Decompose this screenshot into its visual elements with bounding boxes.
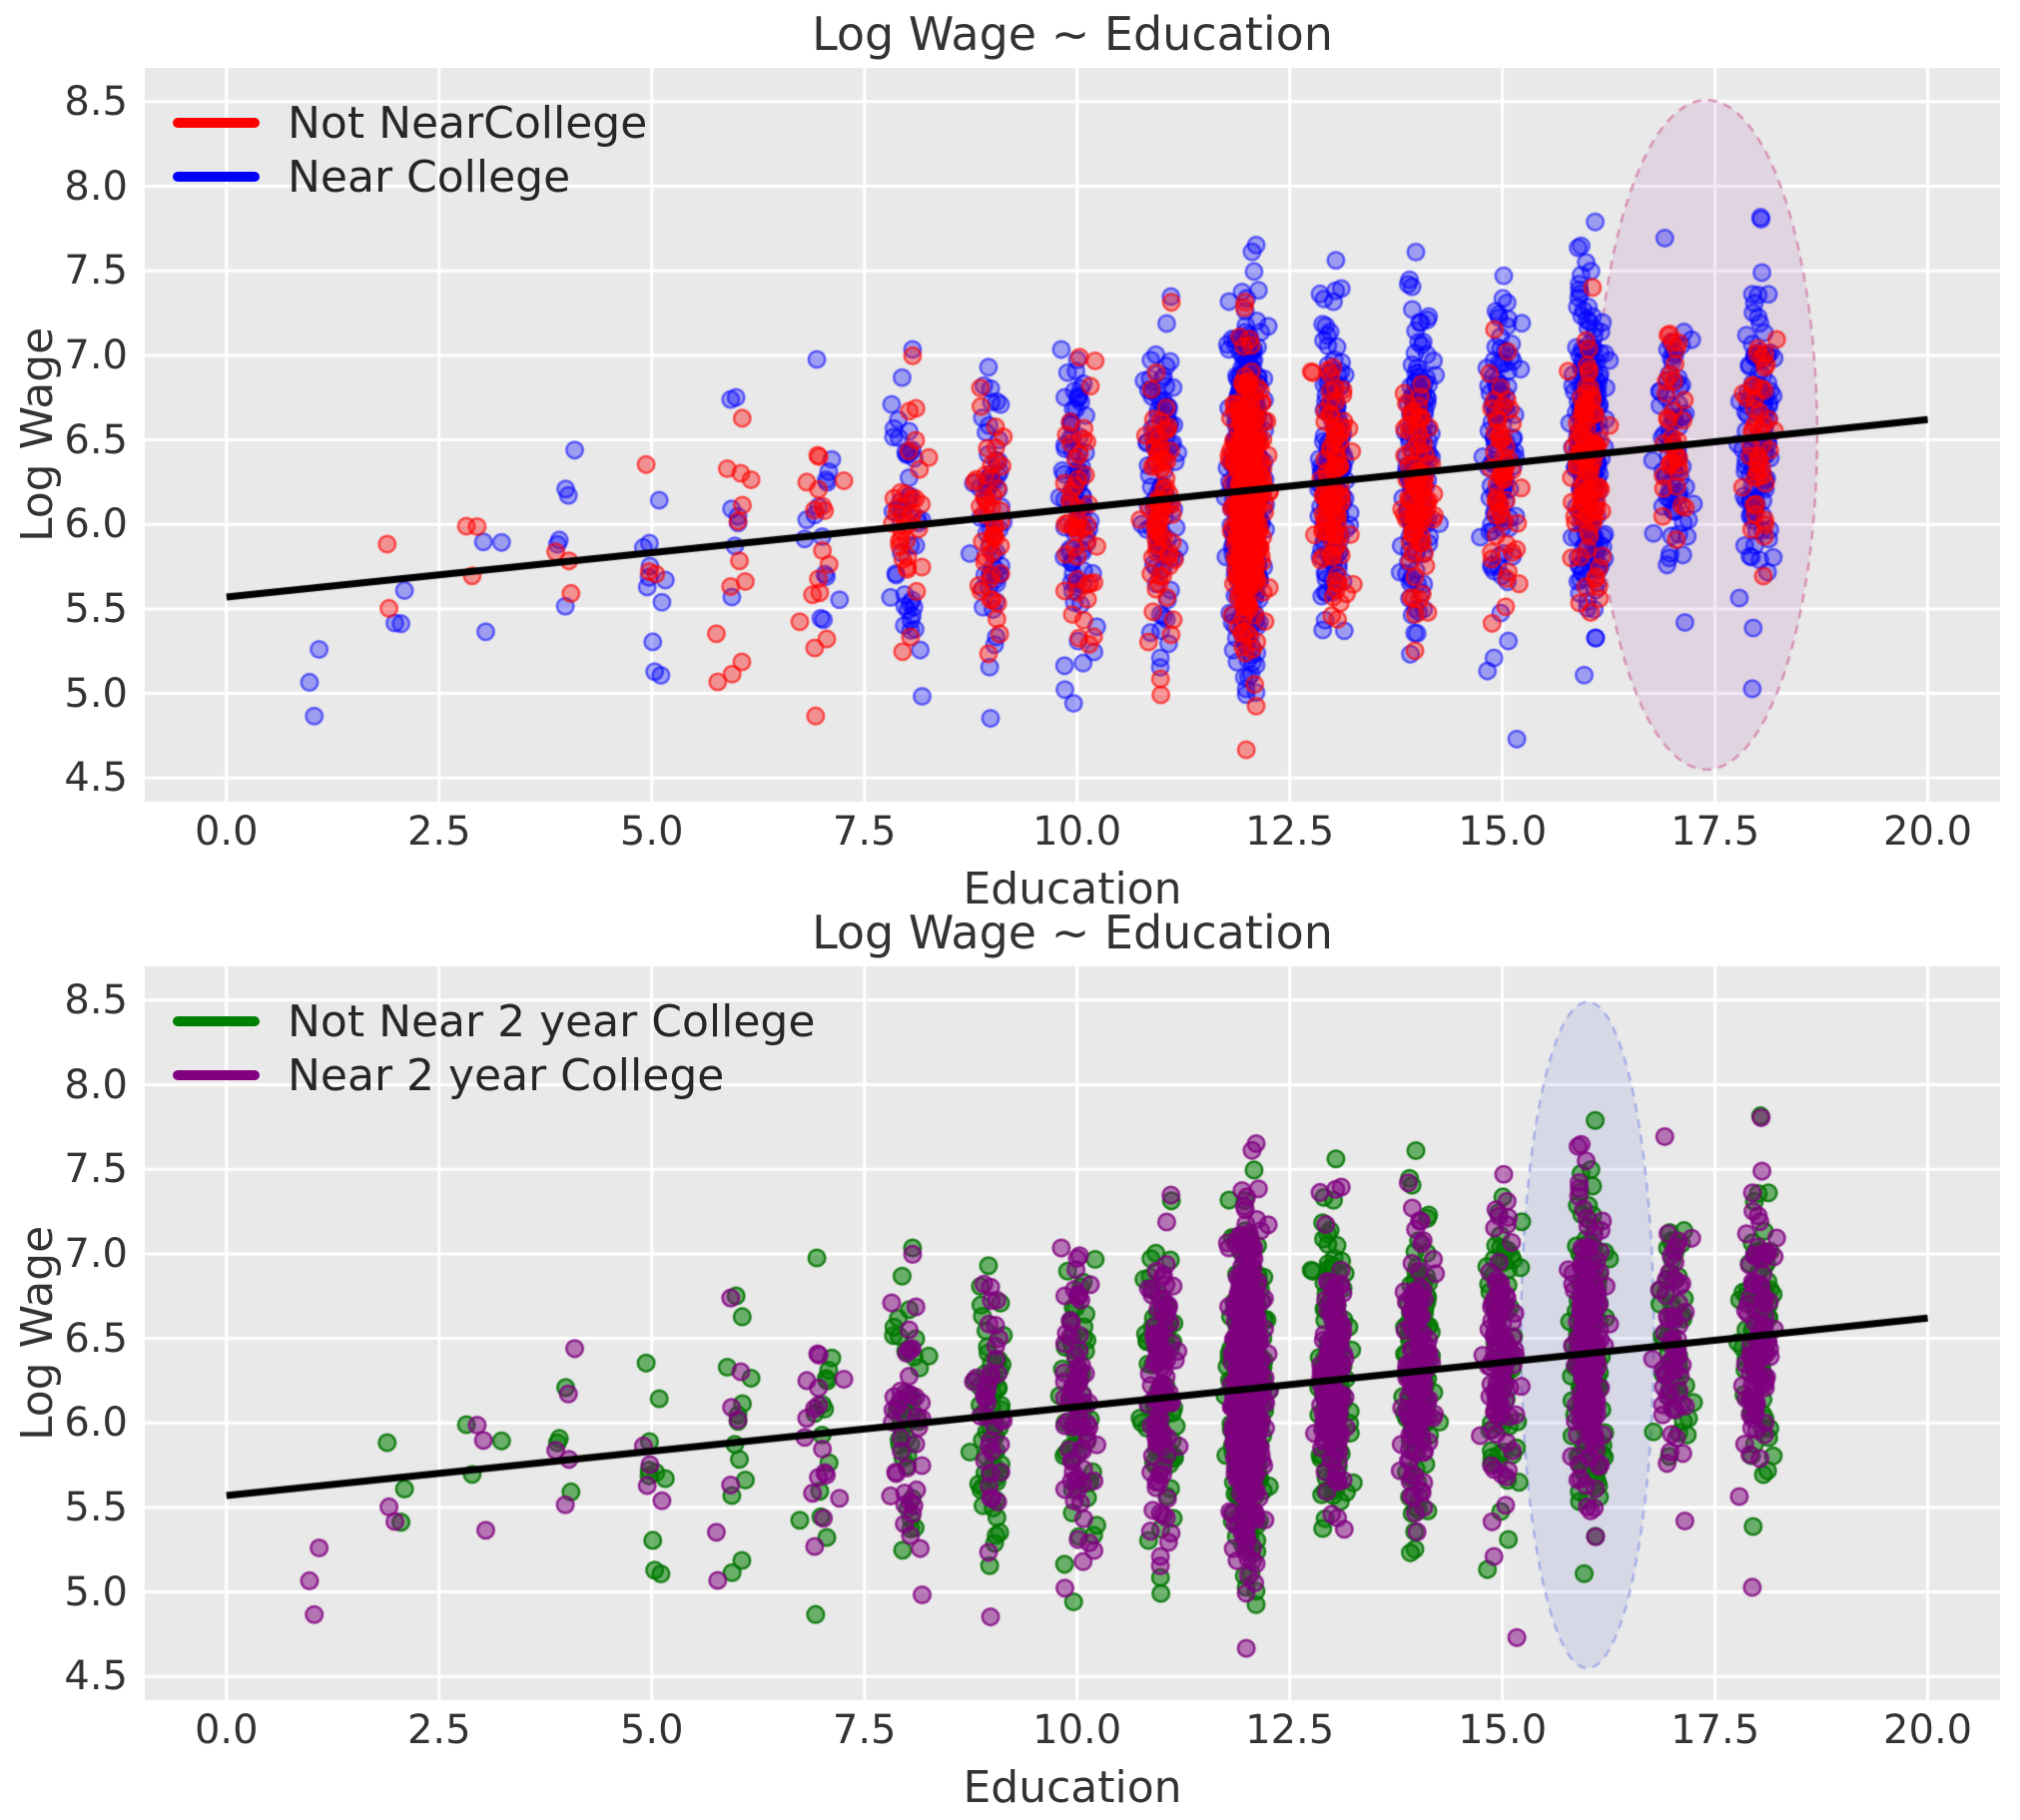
y-tick-label: 6.0: [64, 1400, 128, 1447]
legend-item: Near 2 year College: [173, 1048, 815, 1102]
x-axis-label: Education: [963, 1762, 1182, 1813]
y-tick-label: 5.0: [64, 670, 128, 717]
legend-label: Near 2 year College: [288, 1049, 725, 1101]
chart-title: Log Wage ~ Education: [812, 7, 1333, 61]
y-tick-labels: 4.5 5.0 5.5 6.0 6.5 7.0 7.5 8.0 8.5: [0, 0, 132, 899]
plot-area: Not NearCollege Near College: [145, 68, 2000, 802]
x-tick-label: 7.5: [832, 1707, 897, 1753]
y-tick-label: 8.5: [64, 78, 128, 125]
y-tick-label: 7.0: [64, 331, 128, 378]
x-tick-label: 12.5: [1245, 1707, 1335, 1753]
legend-line-swatch: [173, 118, 260, 128]
plot-area: Not Near 2 year College Near 2 year Coll…: [145, 966, 2000, 1700]
y-tick-label: 7.5: [64, 1146, 128, 1193]
x-tick-label: 12.5: [1245, 809, 1335, 855]
y-tick-label: 6.5: [64, 1315, 128, 1362]
y-tick-label: 5.0: [64, 1568, 128, 1615]
x-tick-label: 7.5: [832, 809, 897, 855]
x-tick-label: 17.5: [1671, 1707, 1760, 1753]
x-tick-label: 5.0: [619, 1707, 684, 1753]
y-tick-labels: 4.5 5.0 5.5 6.0 6.5 7.0 7.5 8.0 8.5: [0, 899, 132, 1797]
legend-line-swatch: [173, 1070, 260, 1080]
x-axis-label: Education: [963, 864, 1182, 914]
x-tick-label: 0.0: [194, 809, 259, 855]
x-tick-labels: 0.0 2.5 5.0 7.5 10.0 12.5 15.0 17.5 20.0: [0, 1706, 2020, 1754]
scatter-canvas: [145, 68, 2000, 802]
legend: Not NearCollege Near College: [173, 96, 647, 204]
x-tick-label: 20.0: [1883, 1707, 1973, 1753]
x-tick-label: 10.0: [1032, 809, 1122, 855]
x-tick-label: 2.5: [406, 1707, 471, 1753]
bottom-chart: Log Wage ~ Education Log Wage Not Near 2…: [0, 899, 2020, 1820]
x-tick-label: 17.5: [1671, 809, 1760, 855]
x-tick-label: 15.0: [1458, 1707, 1548, 1753]
y-tick-label: 5.5: [64, 585, 128, 632]
y-tick-label: 8.0: [64, 1061, 128, 1108]
y-tick-label: 4.5: [64, 1653, 128, 1700]
y-tick-label: 8.5: [64, 976, 128, 1023]
legend-label: Near College: [288, 151, 571, 203]
scatter-canvas: [145, 966, 2000, 1700]
y-tick-label: 8.0: [64, 163, 128, 210]
legend-line-swatch: [173, 172, 260, 182]
y-tick-label: 6.5: [64, 416, 128, 463]
y-tick-label: 7.5: [64, 248, 128, 295]
x-tick-labels: 0.0 2.5 5.0 7.5 10.0 12.5 15.0 17.5 20.0: [0, 808, 2020, 856]
x-tick-label: 15.0: [1458, 809, 1548, 855]
y-tick-label: 7.0: [64, 1230, 128, 1277]
legend-item: Not NearCollege: [173, 96, 647, 150]
legend-label: Not Near 2 year College: [288, 995, 816, 1047]
y-tick-label: 4.5: [64, 755, 128, 802]
legend-line-swatch: [173, 1016, 260, 1026]
legend-item: Near College: [173, 150, 647, 204]
x-tick-label: 5.0: [619, 809, 684, 855]
y-tick-label: 6.0: [64, 501, 128, 548]
x-tick-label: 2.5: [406, 809, 471, 855]
x-tick-label: 10.0: [1032, 1707, 1122, 1753]
top-chart: Log Wage ~ Education Log Wage Not NearCo…: [0, 0, 2020, 914]
chart-title: Log Wage ~ Education: [812, 906, 1333, 959]
legend: Not Near 2 year College Near 2 year Coll…: [173, 994, 815, 1102]
x-tick-label: 0.0: [194, 1707, 259, 1753]
legend-item: Not Near 2 year College: [173, 994, 815, 1048]
x-tick-label: 20.0: [1883, 809, 1973, 855]
legend-label: Not NearCollege: [288, 97, 648, 149]
y-tick-label: 5.5: [64, 1484, 128, 1530]
